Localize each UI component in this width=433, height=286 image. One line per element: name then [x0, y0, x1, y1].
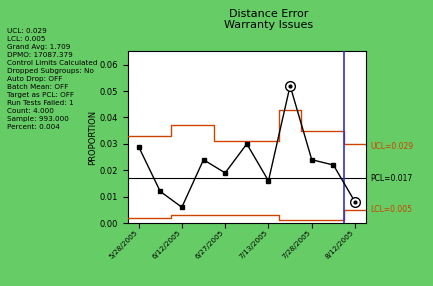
- Text: Distance Error
Warranty Issues: Distance Error Warranty Issues: [224, 9, 313, 30]
- Text: UCL: 0.029
LCL: 0.005
Grand Avg: 1.709
DPMO: 17087.379
Control Limits Calculated: UCL: 0.029 LCL: 0.005 Grand Avg: 1.709 D…: [6, 28, 97, 130]
- Text: LCL=0.005: LCL=0.005: [370, 205, 412, 214]
- Text: PCL=0.017: PCL=0.017: [370, 174, 413, 183]
- Y-axis label: PROPORTION: PROPORTION: [88, 110, 97, 165]
- Text: UCL=0.029: UCL=0.029: [370, 142, 414, 151]
